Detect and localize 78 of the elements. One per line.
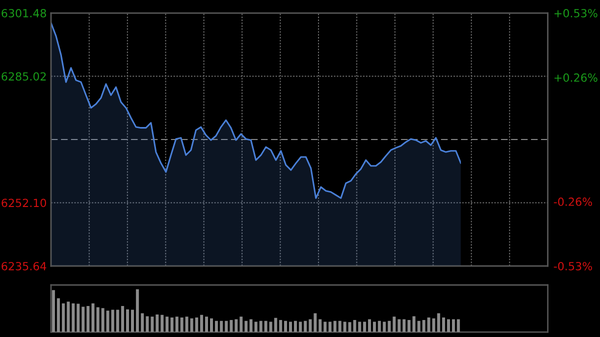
bar [170, 317, 174, 332]
bar [437, 313, 440, 332]
bar [333, 320, 336, 332]
bar [358, 322, 362, 332]
bar [294, 320, 297, 332]
bar [195, 317, 198, 332]
bar [52, 290, 55, 332]
bar [200, 314, 204, 332]
bar [412, 316, 416, 332]
bar [368, 319, 371, 332]
bar [392, 316, 396, 332]
bar [382, 322, 386, 332]
bar [82, 306, 85, 332]
bar [180, 317, 184, 332]
bar [452, 319, 455, 332]
bar [234, 319, 238, 332]
bar [244, 320, 248, 332]
y-tick-label: 6285.02 [2, 72, 46, 81]
bar [240, 316, 243, 332]
bar [363, 322, 366, 332]
bar [447, 319, 450, 332]
y-tick-label: 6252.10 [2, 198, 46, 208]
bar [130, 310, 134, 332]
bar [101, 308, 104, 332]
bar [398, 319, 401, 332]
bar [372, 322, 376, 332]
bar [220, 320, 223, 332]
bar [318, 319, 322, 332]
bar [298, 322, 302, 332]
bar [254, 322, 258, 332]
bar [324, 322, 327, 332]
y-tick-label: 6235.64 [2, 262, 46, 270]
y-tick-label: 6301.48 [2, 8, 46, 18]
bar [274, 318, 278, 332]
bar [96, 307, 100, 332]
bar [284, 320, 288, 332]
bar [289, 322, 292, 332]
bar [343, 322, 346, 332]
y2-tick-label: -0.26% [554, 198, 592, 206]
bar [136, 289, 139, 332]
bar [417, 320, 420, 332]
bar [205, 316, 208, 332]
y2-tick-label: +0.53% [554, 8, 598, 18]
bar [175, 316, 178, 332]
bar [338, 320, 342, 332]
bar [166, 316, 169, 332]
bar [116, 310, 120, 332]
bar [56, 298, 60, 332]
bar [402, 319, 406, 332]
bar [160, 314, 164, 332]
bar [224, 320, 228, 332]
bar [328, 322, 332, 332]
bar [279, 320, 282, 332]
bar [126, 309, 130, 332]
y2-tick-label: +0.26% [554, 73, 598, 82]
bar [121, 306, 124, 332]
bar [185, 316, 188, 332]
bar [76, 304, 80, 332]
bar [456, 319, 460, 332]
bar [156, 314, 159, 332]
bar [432, 318, 436, 332]
bar [214, 320, 218, 332]
y2-tick-label: -0.53% [554, 262, 592, 270]
bar [62, 303, 65, 332]
bar [250, 319, 252, 332]
bar [378, 320, 381, 332]
bar [259, 320, 262, 332]
bar [264, 320, 268, 332]
bar [140, 313, 144, 332]
bar [408, 320, 410, 332]
bar [91, 303, 94, 332]
bar [422, 320, 426, 332]
bar [442, 317, 446, 332]
bar [304, 320, 307, 332]
bar [210, 318, 213, 332]
bar [86, 306, 90, 332]
bar [314, 313, 317, 332]
bar [353, 320, 356, 332]
